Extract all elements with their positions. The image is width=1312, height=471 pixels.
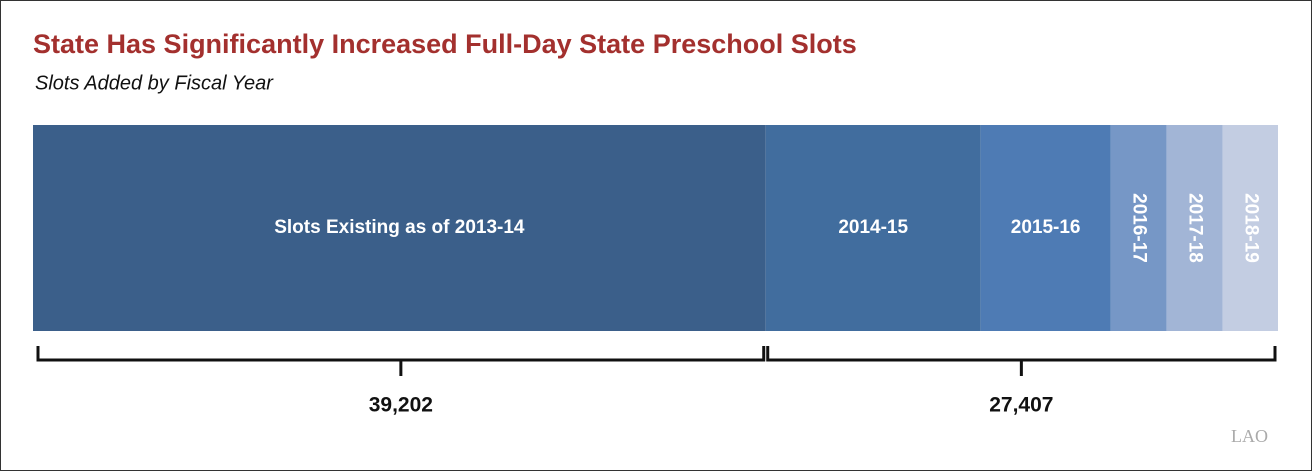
bar-segment (1222, 125, 1278, 331)
bracket (766, 346, 1277, 376)
bracket-label: 27,407 (989, 394, 1053, 417)
segment-label: Slots Existing as of 2013-14 (274, 217, 525, 238)
bracket-label: 39,202 (369, 394, 433, 417)
bar-segment (33, 125, 766, 331)
chart-subtitle: Slots Added by Fiscal Year (35, 72, 274, 94)
segment-label: 2015-16 (1011, 217, 1081, 238)
logo: LAO (1231, 426, 1268, 446)
segment-label: 2017-18 (1185, 193, 1206, 263)
bar-segment (1110, 125, 1167, 331)
bar-segment (980, 125, 1111, 331)
bar-segment (1166, 125, 1223, 331)
bar-segment (765, 125, 981, 331)
bracket (36, 346, 766, 376)
segment-label: 2014-15 (838, 217, 908, 238)
chart-title: State Has Significantly Increased Full-D… (33, 29, 857, 59)
segment-label: 2018-19 (1240, 193, 1261, 263)
segment-label: 2016-17 (1129, 193, 1150, 263)
